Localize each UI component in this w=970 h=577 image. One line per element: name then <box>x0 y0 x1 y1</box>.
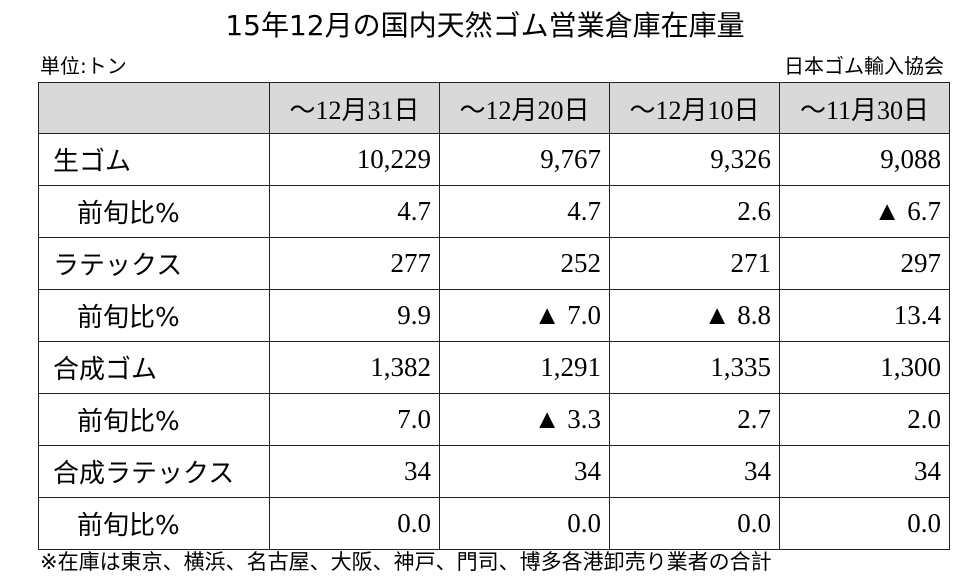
value-cell: 1,335 <box>609 341 780 394</box>
title: 15年12月の国内天然ゴム営業倉庫在庫量 <box>225 9 745 42</box>
value-cell: 13.4 <box>779 289 950 342</box>
value-cell: 2.7 <box>609 393 780 446</box>
row-label: 前旬比% <box>38 497 270 550</box>
row-label: 合成ゴム <box>38 341 270 394</box>
value-cell: 7.0 <box>269 393 440 446</box>
value-cell: 34 <box>779 445 950 498</box>
column-header: ～12月10日 <box>609 82 780 134</box>
value-cell: 252 <box>439 237 610 290</box>
value-cell: 0.0 <box>779 497 950 550</box>
value-cell: ▲ 6.7 <box>779 185 950 238</box>
row-label: 前旬比% <box>38 185 270 238</box>
value-cell: 9,326 <box>609 133 780 186</box>
footnote: ※在庫は東京、横浜、名古屋、大阪、神戸、門司、博多各港卸売り業者の合計 <box>40 550 772 574</box>
column-header: ～12月20日 <box>439 82 610 134</box>
value-cell: 2.0 <box>779 393 950 446</box>
value-cell: 1,300 <box>779 341 950 394</box>
source: 日本ゴム輸入協会 <box>784 54 944 78</box>
value-cell: 277 <box>269 237 440 290</box>
row-label: 前旬比% <box>38 393 270 446</box>
column-header: ～12月31日 <box>269 82 440 134</box>
value-cell: 0.0 <box>439 497 610 550</box>
value-cell: 1,382 <box>269 341 440 394</box>
value-cell: 34 <box>439 445 610 498</box>
value-cell: 10,229 <box>269 133 440 186</box>
value-cell: 9,767 <box>439 133 610 186</box>
value-cell: 34 <box>269 445 440 498</box>
value-cell: 0.0 <box>269 497 440 550</box>
value-cell: 34 <box>609 445 780 498</box>
value-cell: 4.7 <box>439 185 610 238</box>
value-cell: 9,088 <box>779 133 950 186</box>
value-cell: ▲ 8.8 <box>609 289 780 342</box>
unit: 単位:トン <box>40 54 127 78</box>
value-cell: 0.0 <box>609 497 780 550</box>
value-cell: 271 <box>609 237 780 290</box>
value-cell: 2.6 <box>609 185 780 238</box>
value-cell: 1,291 <box>439 341 610 394</box>
value-cell: 297 <box>779 237 950 290</box>
value-cell: 4.7 <box>269 185 440 238</box>
row-label: ラテックス <box>38 237 270 290</box>
row-label: 合成ラテックス <box>38 445 270 498</box>
value-cell: ▲ 7.0 <box>439 289 610 342</box>
corner-cell <box>38 82 270 134</box>
value-cell: 9.9 <box>269 289 440 342</box>
row-label: 生ゴム <box>38 133 270 186</box>
value-cell: ▲ 3.3 <box>439 393 610 446</box>
column-header: ～11月30日 <box>779 82 950 134</box>
row-label: 前旬比% <box>38 289 270 342</box>
